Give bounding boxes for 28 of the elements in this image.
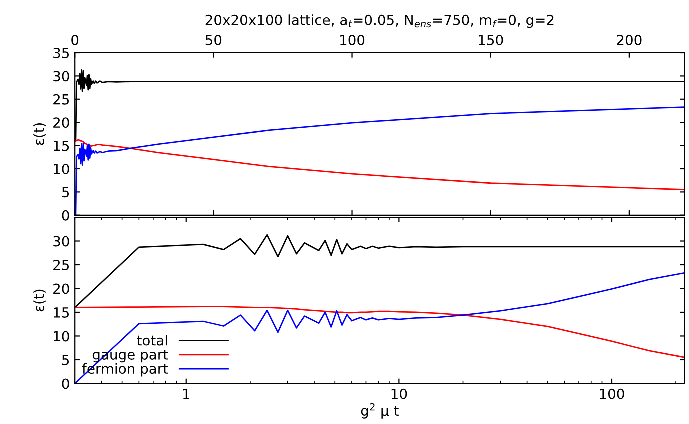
x-axis-title: g$^{2}$ μ t (361, 403, 399, 419)
y-axis-title: ε(t) (34, 123, 46, 146)
x-tick-label: 1 (183, 389, 190, 400)
y-tick-label: 15 (54, 308, 70, 318)
y-tick-label: 25 (54, 94, 70, 105)
legend-label: total (137, 335, 168, 346)
y-tick-label: 30 (54, 71, 70, 82)
x-tick-label: 50 (206, 34, 222, 46)
x-tick-label: 200 (617, 34, 642, 46)
y-tick-label: 25 (54, 260, 70, 270)
y-tick-label: 10 (54, 331, 70, 342)
y-tick-label: 20 (54, 118, 70, 128)
x-tick-label: 100 (600, 388, 624, 400)
y-axis-title: ε(t) (34, 290, 46, 312)
y-tick-label: 5 (62, 187, 70, 198)
y-tick-label: 5 (62, 355, 70, 366)
y-tick-label: 15 (54, 140, 70, 152)
y-tick-label: 0 (62, 210, 70, 221)
x-tick-label: 100 (340, 34, 365, 46)
y-tick-label: 30 (54, 236, 70, 247)
x-tick-label: 0 (72, 34, 79, 46)
x-tick-label: 150 (479, 34, 504, 46)
chart-title: 20x20x100 lattice, a$_{t}$=0.05, N$_{ens}$=750, m$_{f}$=0, g=2 (206, 14, 554, 28)
y-tick-label: 35 (54, 48, 70, 58)
y-tick-label: 0 (62, 378, 70, 390)
y-tick-label: 20 (54, 284, 70, 294)
y-tick-label: 10 (54, 164, 70, 174)
x-tick-label: 10 (392, 388, 408, 400)
